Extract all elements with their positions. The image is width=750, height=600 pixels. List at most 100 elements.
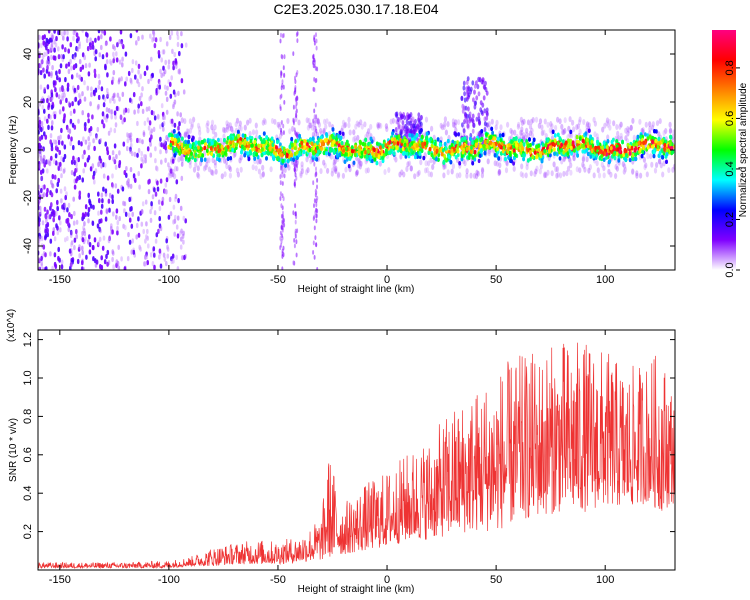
spectrogram-cell: [81, 237, 85, 243]
spectrogram-cell: [55, 210, 58, 217]
spectrogram-cell: [129, 142, 133, 148]
spectrogram-cell: [529, 170, 533, 177]
spectrogram-cell: [116, 92, 120, 98]
spectrogram-cell: [519, 171, 523, 178]
spectrogram-cell: [40, 236, 44, 242]
spectrogram-cell: [458, 172, 462, 179]
spectrogram-cell: [585, 121, 590, 128]
spectrogram-cell: [76, 84, 80, 91]
spectrogram-cell: [182, 89, 186, 95]
spectrogram-cell: [281, 131, 283, 137]
spectrogram-cell: [159, 263, 163, 269]
spectrogram-cell: [38, 217, 41, 223]
spectrogram-cell: [66, 30, 69, 36]
spectrogram-cell: [219, 137, 223, 144]
spectrogram-cell: [325, 118, 329, 125]
spectrogram-cell: [426, 160, 431, 167]
spectrogram-cell: [154, 158, 157, 164]
spectrogram-cell: [315, 171, 318, 177]
spectrogram-cell: [309, 158, 313, 165]
spectrogram-cell: [73, 64, 76, 70]
spectrogram-cell: [522, 118, 526, 125]
spectrogram-cell: [128, 135, 132, 141]
spectrogram-cell: [270, 118, 275, 124]
spectrogram-cell: [472, 122, 475, 128]
spectrogram-cell: [180, 78, 184, 84]
spectrogram-cell: [172, 219, 175, 225]
spectrogram-cell: [57, 94, 61, 100]
spectrogram-cell: [196, 122, 201, 129]
spectrogram-cell: [315, 213, 318, 219]
spectrogram-cell: [367, 128, 371, 135]
spectrogram-cell: [93, 72, 97, 79]
spectrogram-cell: [145, 106, 149, 112]
spectrogram-cell: [157, 199, 161, 205]
spectrogram-cell: [45, 37, 49, 44]
spectrogram-cell: [165, 238, 168, 244]
spectrogram-cell: [41, 35, 45, 41]
spectrogram-cell: [150, 110, 154, 116]
spectrogram-cell: [92, 170, 96, 176]
spectrogram-cell: [316, 118, 320, 125]
spectrogram-cell: [419, 159, 423, 166]
spectrogram-cell: [376, 122, 380, 129]
spectrogram-cell: [657, 136, 661, 142]
spectrogram-cell: [129, 97, 132, 103]
spectrogram-cell: [125, 76, 128, 82]
spectrogram-cell: [83, 149, 86, 155]
spectrogram-cell: [75, 38, 79, 44]
spectrogram-cell: [149, 141, 152, 147]
spectrogram-cell: [137, 63, 141, 69]
spectrogram-cell: [282, 252, 285, 258]
spectrogram-cell: [101, 54, 105, 60]
spectrogram-cell: [188, 162, 192, 169]
spectrogram-cell: [356, 134, 360, 141]
spectrogram-cell: [57, 246, 60, 253]
spectrogram-cell: [398, 171, 402, 178]
spectrogram-cell: [113, 128, 117, 134]
spectrogram-cell: [158, 248, 162, 254]
spectrogram-cell: [294, 219, 297, 225]
spectrogram-cell: [305, 156, 309, 163]
spectrogram-cell: [443, 116, 447, 123]
spectrogram-cell: [162, 126, 165, 132]
spectrogram-cell: [307, 117, 311, 124]
spectrogram-cell: [82, 168, 85, 174]
spectrogram-cell: [605, 120, 609, 127]
spectrogram-cell: [135, 30, 139, 33]
spectrogram-cell: [140, 151, 143, 157]
spectrogram-cell: [347, 122, 351, 129]
spectrogram-cell: [49, 139, 52, 145]
spectrogram-cell: [176, 30, 179, 36]
spectrogram-cell: [73, 237, 77, 243]
spectrogram-cell: [137, 108, 140, 114]
spectrogram-cell: [291, 125, 295, 132]
spectrogram-cell: [581, 156, 586, 163]
spectrogram-cell: [86, 46, 90, 52]
spectrogram-cell: [571, 119, 575, 126]
spectrogram-cell: [282, 245, 285, 251]
spectrogram-cell: [66, 127, 70, 133]
spectrogram-cell: [401, 120, 405, 126]
spectrogram-cell: [70, 261, 73, 268]
spectrogram-cell: [92, 138, 95, 144]
spectrogram-cell: [66, 36, 69, 42]
spectrogram-cell: [51, 174, 55, 180]
spectrogram-cell: [248, 130, 252, 137]
spectrogram-cell: [64, 47, 67, 53]
spectrogram-cell: [144, 199, 148, 205]
spectrogram-cell: [119, 114, 123, 120]
spectrogram-cell: [518, 130, 523, 136]
spectrogram-cell: [45, 45, 48, 51]
spectrogram-cell: [397, 122, 401, 128]
spectrogram-cell: [104, 41, 108, 47]
spectrogram-cell: [98, 79, 101, 85]
spectrogram-cell: [366, 167, 370, 174]
spectrogram-cell: [109, 98, 112, 104]
spectrogram-cell: [581, 149, 585, 154]
spectrogram-cell: [141, 34, 144, 40]
spectrogram-cell: [385, 126, 389, 133]
spectrogram-cell: [543, 171, 547, 178]
spectrogram-cell: [280, 73, 282, 79]
spectrogram-cell: [555, 172, 559, 179]
